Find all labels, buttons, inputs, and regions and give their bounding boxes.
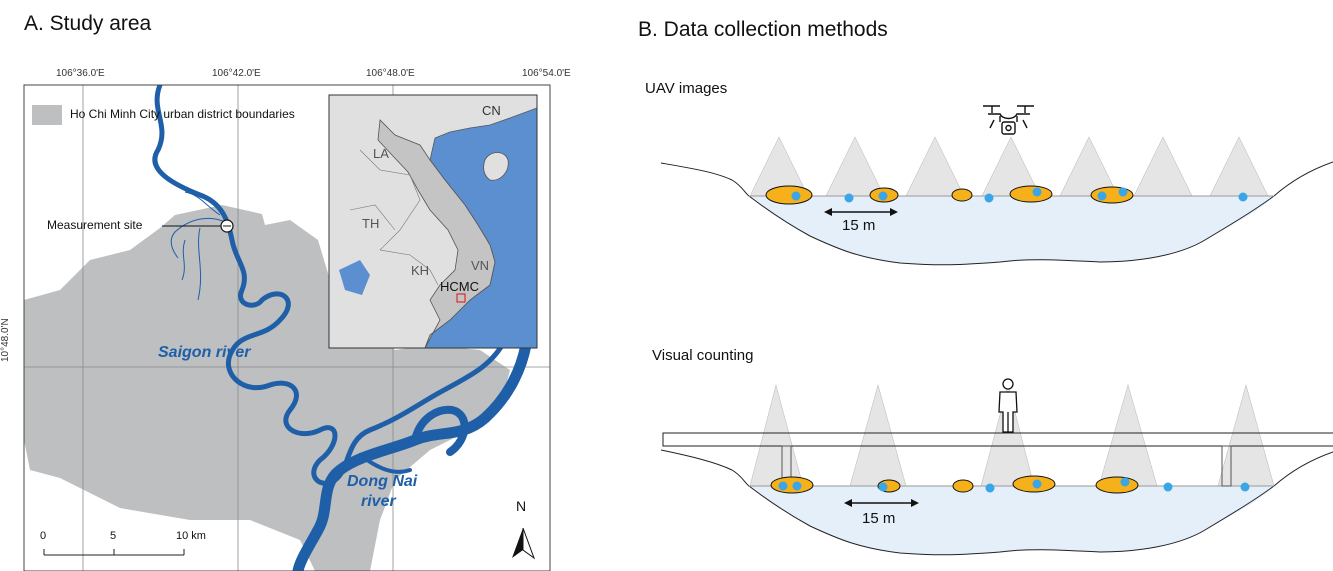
- legend-swatch: [32, 105, 62, 125]
- visual-counting-label: Visual counting: [652, 347, 754, 364]
- scale-bar: [43, 549, 185, 556]
- visual-river-water: [749, 486, 1274, 555]
- scale-10km: 10 km: [176, 530, 206, 542]
- lon-tick-1: 106°36.0'E: [56, 68, 105, 79]
- inset-label-cn: CN: [482, 103, 501, 118]
- inset-label-kh: KH: [411, 263, 430, 278]
- uav-river-water: [749, 196, 1274, 265]
- measurement-site-label: Measurement site: [47, 218, 143, 232]
- dong-nai-river: [292, 339, 532, 571]
- north-arrow-icon: [512, 527, 536, 560]
- panel-a-title: A. Study area: [24, 12, 152, 35]
- north-label: N: [516, 498, 527, 514]
- panel-b-title: B. Data collection methods: [638, 18, 888, 41]
- lon-tick-3: 106°48.0'E: [366, 68, 415, 79]
- visual-distance-arrow: [844, 499, 919, 507]
- uav-diagram: [660, 105, 1333, 266]
- saigon-river: [152, 85, 529, 486]
- visual-counting-diagram: [660, 378, 1333, 556]
- inset-label-la: LA: [373, 146, 389, 161]
- scale-0: 0: [40, 530, 47, 542]
- uav-distance-label: 15 m: [842, 217, 876, 234]
- inset-map: [328, 94, 538, 349]
- uav-images-label: UAV images: [645, 80, 728, 97]
- bridge-pier: [1221, 445, 1232, 487]
- drone-icon: [983, 105, 1034, 135]
- lon-tick-2: 106°42.0'E: [212, 68, 261, 79]
- lon-tick-4: 106°54.0'E: [522, 68, 571, 79]
- visual-distance-label: 15 m: [862, 510, 896, 527]
- saigon-river-label: Saigon river: [158, 344, 251, 361]
- legend-label: Ho Chi Minh City urban district boundari…: [70, 107, 295, 121]
- inset-label-vn: VN: [471, 258, 490, 273]
- dong-nai-river-label-line1: Dong Nai: [347, 473, 418, 490]
- bridge-deck: [662, 432, 1333, 447]
- dong-nai-river-label-line2: river: [361, 493, 396, 510]
- inset-label-th: TH: [362, 216, 380, 231]
- inset-label-hcmc: HCMC: [440, 279, 479, 294]
- scale-5: 5: [110, 530, 117, 542]
- observer-person-icon: [998, 378, 1018, 433]
- uav-distance-arrow: [824, 208, 898, 216]
